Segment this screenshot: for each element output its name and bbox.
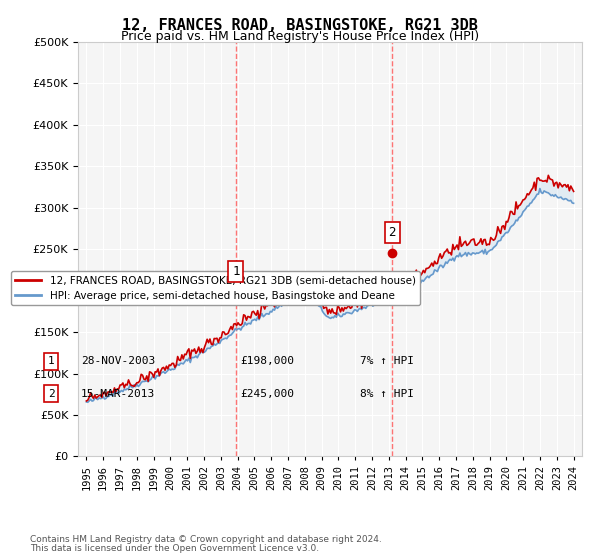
Text: Contains HM Land Registry data © Crown copyright and database right 2024.: Contains HM Land Registry data © Crown c… [30, 535, 382, 544]
Text: 1: 1 [47, 356, 55, 366]
Legend: 12, FRANCES ROAD, BASINGSTOKE, RG21 3DB (semi-detached house), HPI: Average pric: 12, FRANCES ROAD, BASINGSTOKE, RG21 3DB … [11, 271, 420, 305]
Text: 2: 2 [388, 226, 396, 239]
Text: 28-NOV-2003: 28-NOV-2003 [81, 356, 155, 366]
Text: Price paid vs. HM Land Registry's House Price Index (HPI): Price paid vs. HM Land Registry's House … [121, 30, 479, 43]
Text: £198,000: £198,000 [240, 356, 294, 366]
Text: 15-MAR-2013: 15-MAR-2013 [81, 389, 155, 399]
Text: 8% ↑ HPI: 8% ↑ HPI [360, 389, 414, 399]
Text: This data is licensed under the Open Government Licence v3.0.: This data is licensed under the Open Gov… [30, 544, 319, 553]
Text: 1: 1 [232, 265, 239, 278]
Text: 7% ↑ HPI: 7% ↑ HPI [360, 356, 414, 366]
Text: 12, FRANCES ROAD, BASINGSTOKE, RG21 3DB: 12, FRANCES ROAD, BASINGSTOKE, RG21 3DB [122, 18, 478, 33]
Text: £245,000: £245,000 [240, 389, 294, 399]
Text: 2: 2 [47, 389, 55, 399]
